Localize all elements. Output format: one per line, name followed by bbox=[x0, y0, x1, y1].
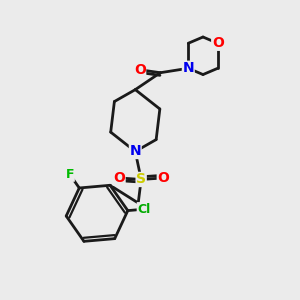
Text: Cl: Cl bbox=[137, 203, 151, 216]
Text: O: O bbox=[134, 63, 146, 77]
Text: O: O bbox=[157, 171, 169, 185]
Text: N: N bbox=[130, 145, 141, 158]
Text: O: O bbox=[113, 171, 125, 185]
Text: F: F bbox=[66, 168, 74, 181]
Text: S: S bbox=[136, 172, 146, 186]
Text: N: N bbox=[182, 61, 194, 75]
Text: O: O bbox=[212, 36, 224, 50]
